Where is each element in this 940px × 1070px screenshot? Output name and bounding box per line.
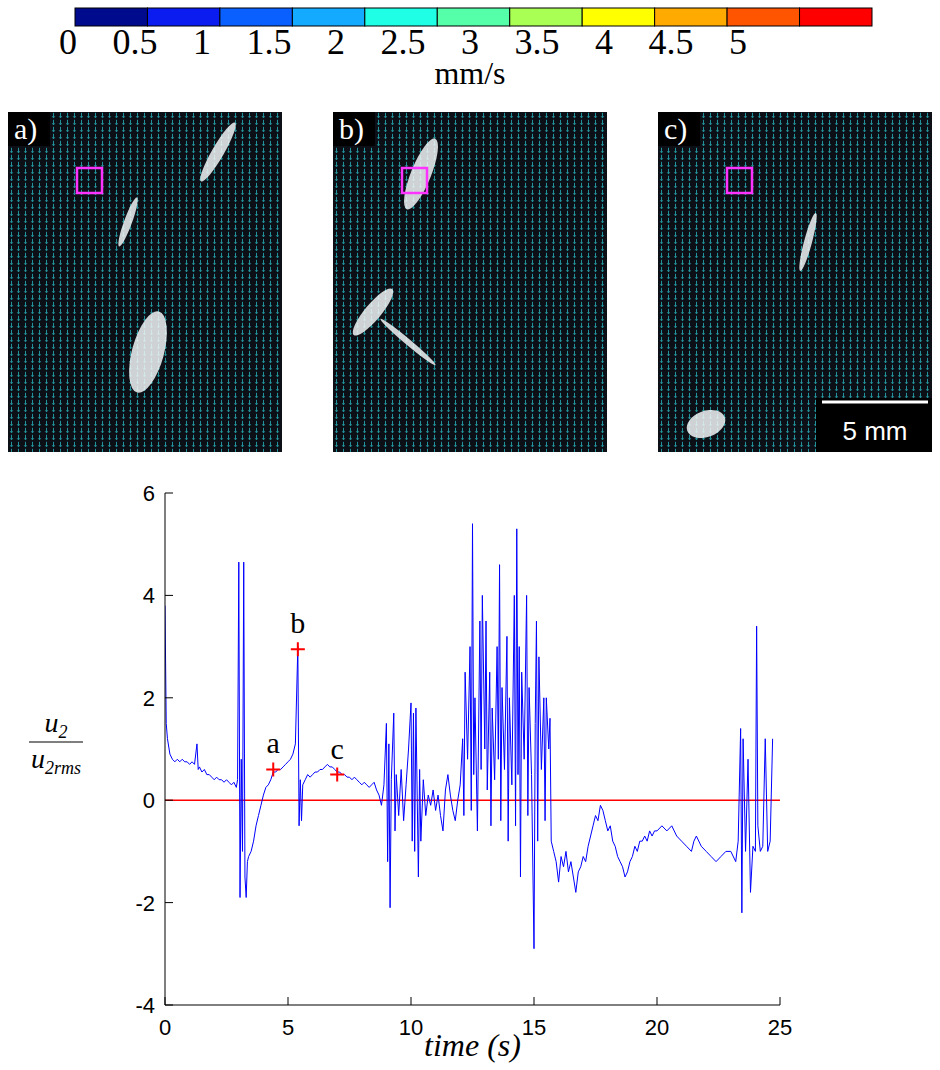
y-tick-label: 0 bbox=[143, 788, 155, 813]
y-tick-label: 2 bbox=[143, 686, 155, 711]
copepod bbox=[397, 135, 444, 213]
annotation-marker bbox=[291, 642, 305, 656]
panel-label-box bbox=[658, 112, 700, 146]
panel-label: a) bbox=[14, 112, 37, 146]
copepod bbox=[115, 196, 140, 248]
annotation-marker bbox=[266, 762, 280, 776]
copepod bbox=[196, 120, 240, 185]
panel-label-box bbox=[8, 112, 50, 146]
panel-image: c) 5 mm bbox=[658, 112, 932, 452]
panel-background bbox=[658, 112, 932, 452]
y-tick-label: -4 bbox=[135, 993, 155, 1018]
x-tick bbox=[534, 997, 535, 1005]
colorbar-tick-label: 4.5 bbox=[649, 22, 694, 62]
scale-bar-box bbox=[816, 398, 932, 452]
colorbar-tick-label: 5 bbox=[729, 22, 747, 62]
y-axis-title: u2u2rms bbox=[29, 707, 83, 778]
line-chart: abc-4-202460510152025time (s)u2u2rms bbox=[29, 481, 792, 1063]
image-panel: b) bbox=[333, 112, 607, 452]
copepod bbox=[683, 405, 729, 443]
image-panel: a) bbox=[8, 112, 282, 452]
y-tick-label: 4 bbox=[143, 583, 155, 608]
panel-label-box bbox=[333, 112, 375, 146]
panel-background bbox=[333, 112, 607, 452]
panel-label: b) bbox=[339, 112, 364, 146]
probe-window bbox=[77, 168, 102, 193]
reference-line bbox=[165, 799, 780, 801]
annotation-marker bbox=[330, 768, 344, 782]
colorbar-segment bbox=[582, 8, 654, 26]
colorbar-tick-label: 3.5 bbox=[515, 22, 560, 62]
y-axis-title-base: u bbox=[31, 743, 45, 774]
x-tick-label: 0 bbox=[159, 1015, 171, 1040]
annotation-label: b bbox=[290, 606, 305, 639]
copepod bbox=[348, 284, 399, 340]
x-tick-label: 25 bbox=[768, 1015, 792, 1040]
y-tick bbox=[165, 697, 173, 698]
x-tick-label: 10 bbox=[399, 1015, 423, 1040]
velocity-field bbox=[8, 112, 282, 452]
y-axis bbox=[165, 493, 166, 1005]
copepod bbox=[378, 317, 437, 368]
panel-image: b) bbox=[333, 112, 607, 452]
y-axis-title-subscript: 2 bbox=[59, 722, 68, 742]
y-axis-title-subscript: 2rms bbox=[45, 758, 81, 778]
colorbar-tick-label: 1.5 bbox=[247, 22, 292, 62]
fraction-bar bbox=[29, 741, 83, 742]
probe-window bbox=[402, 168, 427, 193]
colorbar-tick-label: 0 bbox=[59, 22, 77, 62]
scale-bar bbox=[822, 401, 928, 404]
colorbar: 00.511.522.533.544.55mm/s bbox=[59, 8, 872, 91]
y-tick bbox=[165, 902, 173, 903]
y-tick bbox=[165, 493, 173, 494]
x-tick bbox=[411, 997, 412, 1005]
colorbar-tick-label: 1 bbox=[193, 22, 211, 62]
series-line bbox=[165, 524, 773, 949]
colorbar-segment bbox=[800, 8, 872, 26]
annotation-label: a bbox=[267, 726, 280, 759]
figure: 00.511.522.533.544.55mm/sa)b)c)5 mmabc-4… bbox=[0, 0, 940, 1070]
x-tick bbox=[780, 997, 781, 1005]
panel-label: c) bbox=[664, 112, 687, 146]
panel-background bbox=[8, 112, 282, 452]
x-tick bbox=[657, 997, 658, 1005]
y-tick bbox=[165, 1005, 173, 1006]
velocity-field bbox=[658, 112, 932, 452]
colorbar-tick-label: 0.5 bbox=[113, 22, 158, 62]
copepod bbox=[122, 307, 175, 396]
colorbar-tick-label: 2.5 bbox=[381, 22, 426, 62]
colorbar-tick-label: 2 bbox=[327, 22, 345, 62]
image-panel: c) 5 mm bbox=[658, 112, 932, 452]
x-tick bbox=[165, 997, 166, 1005]
x-tick-label: 20 bbox=[645, 1015, 669, 1040]
scale-bar-label: 5 mm bbox=[843, 416, 908, 446]
y-tick-label: -2 bbox=[135, 891, 155, 916]
plot-data bbox=[165, 524, 780, 949]
copepod bbox=[796, 212, 819, 272]
canvas: 00.511.522.533.544.55mm/sa)b)c)5 mmabc-4… bbox=[0, 0, 940, 1070]
x-tick bbox=[288, 997, 289, 1005]
x-axis-title: time (s) bbox=[424, 1027, 521, 1063]
y-axis-title-part: u2rms bbox=[31, 743, 81, 778]
x-tick-label: 15 bbox=[522, 1015, 546, 1040]
colorbar-label: mm/s bbox=[434, 55, 505, 91]
y-tick bbox=[165, 800, 173, 801]
y-axis-title-part: u2 bbox=[45, 707, 68, 742]
y-tick-label: 6 bbox=[143, 481, 155, 506]
colorbar-tick-label: 4 bbox=[595, 22, 613, 62]
y-tick bbox=[165, 595, 173, 596]
panel-image: a) bbox=[8, 112, 282, 452]
annotation-label: c bbox=[331, 732, 344, 765]
x-tick-label: 5 bbox=[282, 1015, 294, 1040]
probe-window bbox=[727, 168, 752, 193]
x-axis bbox=[165, 1005, 780, 1006]
y-axis-title-base: u bbox=[45, 707, 59, 738]
velocity-field bbox=[333, 112, 607, 452]
